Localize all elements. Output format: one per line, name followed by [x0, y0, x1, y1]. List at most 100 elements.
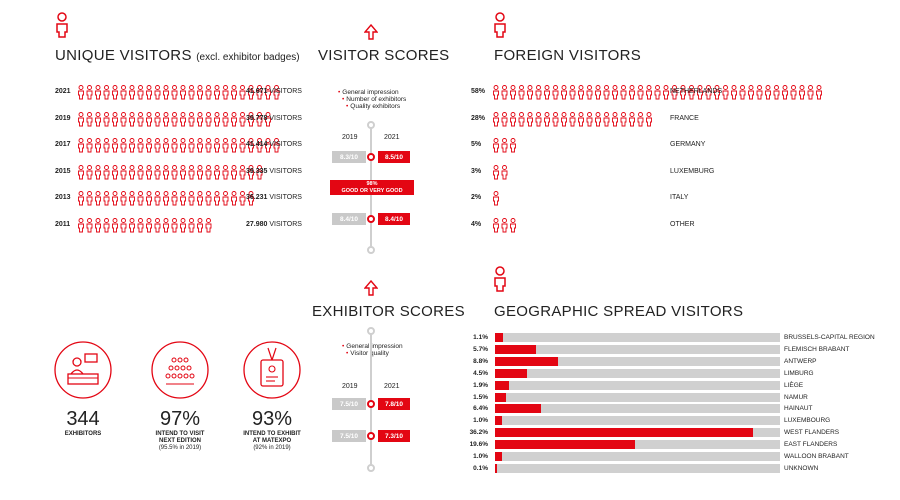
- geo-bar-track: [495, 368, 780, 378]
- person-icon: [222, 191, 229, 206]
- legend-item: • General impression: [342, 343, 403, 350]
- timeline-dot: [367, 327, 375, 335]
- person-icon: [197, 138, 203, 153]
- person-icon: [501, 217, 508, 232]
- person-icon: [78, 138, 84, 153]
- region-label: NAMUR: [784, 393, 808, 401]
- person-icon: [95, 85, 101, 100]
- exhibitor-scores-arrow-icon: [364, 280, 378, 296]
- person-icon: [688, 85, 695, 100]
- person-icon: [231, 191, 237, 206]
- person-icon: [137, 164, 144, 179]
- person-icon: [569, 85, 576, 100]
- person-icon: [222, 164, 229, 179]
- exhibitor-scores-legend: • General impression • Visitor quality: [342, 343, 403, 357]
- person-icon: [518, 85, 525, 100]
- foreign-pictogram-bar: [493, 111, 652, 126]
- legend-item: • Number of exhibitors: [342, 96, 407, 103]
- percent-label: 3%: [471, 167, 482, 175]
- score-2019: 7.5/10: [332, 430, 366, 442]
- person-icon: [137, 85, 144, 100]
- person-icon: [154, 217, 161, 232]
- visitor-pictogram-bar: [78, 111, 271, 126]
- person-icon: [501, 138, 508, 153]
- person-icon: [163, 191, 169, 206]
- timeline-dot: [367, 246, 375, 254]
- region-label: FLEMISCH BRABANT: [784, 345, 850, 353]
- geo-percent-label: 36.2%: [469, 429, 488, 437]
- region-label: UNKNOWN: [784, 464, 819, 472]
- person-icon: [501, 85, 508, 100]
- person-icon: [697, 85, 703, 100]
- person-icon: [222, 138, 229, 153]
- score-2019: 8.4/10: [332, 213, 366, 225]
- person-icon: [163, 111, 169, 126]
- foreign-pictogram-bar: [493, 191, 499, 206]
- year-label: 2011: [55, 220, 71, 228]
- person-icon: [112, 138, 118, 153]
- timeline-dot: [367, 153, 375, 161]
- person-icon: [86, 111, 93, 126]
- person-icon: [231, 164, 237, 179]
- person-icon: [78, 111, 84, 126]
- person-icon: [239, 111, 246, 126]
- person-icon: [86, 138, 93, 153]
- stat-exhibitors: 344 EXHIBITORS: [50, 340, 116, 438]
- person-icon: [773, 85, 780, 100]
- foreign-pictogram-bar: [493, 164, 508, 179]
- region-label: LUXEMBOURG: [784, 417, 831, 425]
- person-icon: [248, 111, 254, 126]
- person-icon: [501, 111, 508, 126]
- person-icon: [569, 111, 576, 126]
- person-icon: [722, 85, 729, 100]
- stat-value: 97%: [159, 408, 201, 430]
- legend-item: • Quality exhibitors: [346, 103, 401, 110]
- geo-bar: [495, 440, 635, 450]
- person-icon: [510, 138, 516, 153]
- exhibitor-desk-icon: [54, 341, 112, 399]
- visitor-count-label: 39.778 VISITORS: [246, 114, 302, 122]
- person-icon: [129, 138, 135, 153]
- person-icon: [612, 111, 618, 126]
- geo-percent-label: 1.0%: [473, 453, 488, 460]
- person-icon: [146, 85, 152, 100]
- geo-bar: [495, 404, 541, 414]
- crowd-icon: [151, 341, 209, 399]
- person-icon: [205, 85, 212, 100]
- person-icon: [86, 85, 93, 100]
- person-icon: [129, 164, 135, 179]
- person-icon: [146, 111, 152, 126]
- person-icon: [171, 138, 178, 153]
- stat-intend-visit: 97% INTEND TO VISIT NEXT EDITION (95.5% …: [140, 340, 220, 452]
- person-icon: [103, 164, 110, 179]
- person-icon: [239, 164, 246, 179]
- person-icon: [248, 138, 254, 153]
- person-icon: [231, 85, 237, 100]
- person-icon: [86, 217, 93, 232]
- person-icon: [154, 111, 161, 126]
- person-icon: [120, 191, 127, 206]
- person-icon: [578, 111, 584, 126]
- person-icon: [493, 217, 499, 232]
- person-icon: [782, 85, 788, 100]
- score-2019: 7.5/10: [332, 398, 366, 410]
- person-icon: [129, 85, 135, 100]
- person-icon: [239, 138, 246, 153]
- visitor-pictogram-bar: [78, 191, 254, 206]
- year-label: 2019: [55, 114, 71, 122]
- person-icon: [103, 85, 110, 100]
- person-icon: [78, 217, 84, 232]
- geo-percent-label: 5.7%: [473, 345, 488, 353]
- percent-label: 4%: [471, 220, 482, 228]
- geo-percent-label: 0.1%: [473, 464, 488, 472]
- person-icon: [256, 111, 263, 126]
- geo-bar-track: [495, 416, 780, 426]
- person-icon: [214, 111, 220, 126]
- person-icon: [214, 85, 220, 100]
- score-2021: 7.8/10: [378, 398, 410, 410]
- person-icon: [120, 217, 127, 232]
- person-icon: [137, 217, 144, 232]
- stat-caption: AT MATEXPO: [252, 438, 292, 444]
- person-icon: [180, 111, 186, 126]
- stat-caption: NEXT EDITION: [158, 438, 201, 444]
